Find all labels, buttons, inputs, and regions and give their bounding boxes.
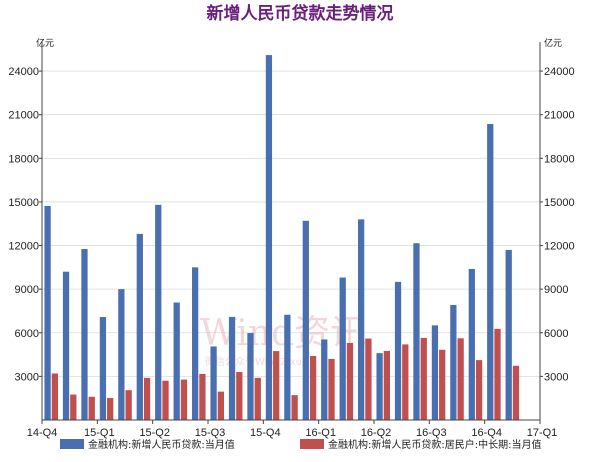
watermark-subtitle: 微信公众号WindZixun: [205, 355, 308, 368]
y-tick-label-left: 9000: [15, 284, 39, 296]
bar-household-midlong-15-07: [180, 379, 188, 420]
bar-household-midlong-15-10: [236, 372, 243, 420]
y-tick-label-right: 15000: [544, 197, 575, 209]
bar-total-loans-16-05: [358, 219, 365, 420]
bar-household-midlong-15-09: [217, 391, 224, 420]
bar-total-loans-16-02: [302, 220, 309, 420]
bar-total-loans-16-11: [468, 268, 475, 420]
y-tick-label-right: 12000: [544, 241, 575, 253]
legend-label-household-midlong: 金融机构:新增人民币贷款:居民户:中长期:当月值: [328, 438, 541, 451]
bar-total-loans-16-03: [321, 339, 328, 420]
watermark-logo: Wind资讯: [200, 313, 366, 354]
bar-household-midlong-15-12: [273, 351, 280, 420]
x-tick-label: 15-Q4: [250, 427, 281, 439]
bar-total-loans-15-09: [210, 346, 217, 420]
bar-household-midlong-16-10: [457, 338, 464, 420]
y-tick-label-left: 12000: [8, 241, 39, 253]
x-tick-label: 14-Q4: [27, 427, 58, 439]
bar-total-loans-15-12: [265, 55, 273, 420]
bar-household-midlong-16-11: [475, 360, 483, 420]
bar-total-loans-15-08: [192, 267, 199, 420]
y-tick-label-right: 6000: [544, 328, 568, 340]
x-tick-label: 15-Q2: [139, 427, 170, 439]
bar-household-midlong-16-07: [402, 344, 409, 420]
x-tick-label: 16-Q1: [305, 427, 336, 439]
bar-household-midlong-16-04: [346, 342, 354, 420]
bar-total-loans-15-05: [136, 233, 143, 420]
bar-total-loans-16-10: [450, 305, 457, 420]
bar-household-midlong-16-03: [328, 358, 335, 420]
bar-household-midlong-15-02: [88, 396, 95, 420]
axes: [39, 42, 543, 424]
bar-total-loans-15-04: [118, 289, 125, 420]
x-tick-label: 17-Q1: [527, 427, 558, 439]
y-tick-label-left: 3000: [15, 371, 39, 383]
x-tick-label: 15-Q1: [84, 427, 115, 439]
bar-total-loans-16-08: [413, 243, 420, 420]
bar-household-midlong-15-11: [254, 377, 261, 420]
bar-household-midlong-16-01: [291, 395, 298, 420]
bar-household-midlong-15-05: [143, 377, 151, 420]
bar-household-midlong-16-06: [383, 350, 390, 420]
y-tick-label-left: 6000: [15, 328, 39, 340]
bars-layer: [44, 55, 520, 421]
bar-total-loans-16-09: [431, 325, 439, 420]
bar-household-midlong-15-06: [162, 380, 169, 420]
bar-total-loans-16-07: [394, 281, 402, 420]
bar-total-loans-16-01: [284, 314, 291, 420]
bar-household-midlong-15-08: [199, 373, 206, 420]
y-axis-unit-left: 亿元: [36, 37, 54, 49]
bar-total-loans-14-12: [44, 205, 51, 420]
bar-total-loans-15-02: [81, 249, 88, 420]
bar-household-midlong-15-03: [107, 398, 114, 420]
bar-household-midlong-16-12: [494, 328, 501, 420]
bar-total-loans-15-06: [155, 204, 162, 420]
y-tick-label-right: 9000: [544, 284, 568, 296]
legend-label-total-loans: 金融机构:新增人民币贷款:当月值: [88, 438, 235, 451]
bar-total-loans-15-11: [247, 333, 254, 420]
bar-total-loans-16-04: [339, 277, 346, 420]
bar-household-midlong-16-02: [309, 356, 317, 420]
x-tick-label: 15-Q3: [195, 427, 226, 439]
y-tick-label-left: 24000: [8, 66, 39, 78]
bar-total-loans-15-07: [173, 302, 180, 420]
x-tick-label: 16-Q4: [471, 427, 502, 439]
y-tick-label-left: 15000: [8, 197, 39, 209]
bar-total-loans-15-03: [99, 317, 107, 420]
chart-title: 新增人民币贷款走势情况: [207, 3, 394, 24]
bar-household-midlong-15-01: [70, 394, 77, 420]
y-tick-label-right: 21000: [544, 110, 575, 122]
y-axis-unit-right: 亿元: [544, 37, 562, 49]
y-tick-label-right: 3000: [544, 371, 568, 383]
tick-labels: 3000 3000 6000 6000 9000 9000 12000 12000 15000 1…: [8, 66, 574, 439]
x-tick-label: 16-Q3: [416, 427, 447, 439]
x-tick-label: 16-Q2: [361, 427, 392, 439]
bar-household-midlong-17-01: [512, 365, 520, 420]
bar-total-loans-16-12: [487, 123, 494, 421]
legend-swatch-household-midlong: [300, 439, 324, 449]
bar-household-midlong-16-08: [420, 337, 427, 420]
bar-household-midlong-16-09: [439, 349, 446, 420]
y-tick-label-left: 18000: [8, 153, 39, 165]
watermark: Wind资讯 微信公众号WindZixun: [200, 313, 366, 368]
grid-lines: [42, 70, 540, 377]
bar-household-midlong-15-04: [125, 390, 132, 420]
y-tick-label-right: 24000: [544, 66, 575, 78]
bar-total-loans-17-01: [505, 249, 512, 420]
bar-household-midlong-14-12: [51, 373, 58, 420]
legend-swatch-total-loans: [60, 439, 84, 449]
bar-total-loans-16-06: [376, 353, 383, 420]
y-tick-label-left: 21000: [8, 110, 39, 122]
bar-household-midlong-16-05: [365, 338, 372, 420]
legend: 金融机构:新增人民币贷款:当月值 金融机构:新增人民币贷款:居民户:中长期:当月值: [60, 438, 541, 451]
bar-total-loans-15-01: [62, 271, 70, 420]
y-tick-label-right: 18000: [544, 153, 575, 165]
bar-total-loans-15-10: [228, 316, 236, 420]
